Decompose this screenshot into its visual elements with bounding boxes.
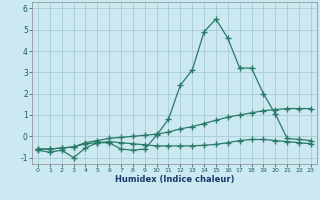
- X-axis label: Humidex (Indice chaleur): Humidex (Indice chaleur): [115, 175, 234, 184]
